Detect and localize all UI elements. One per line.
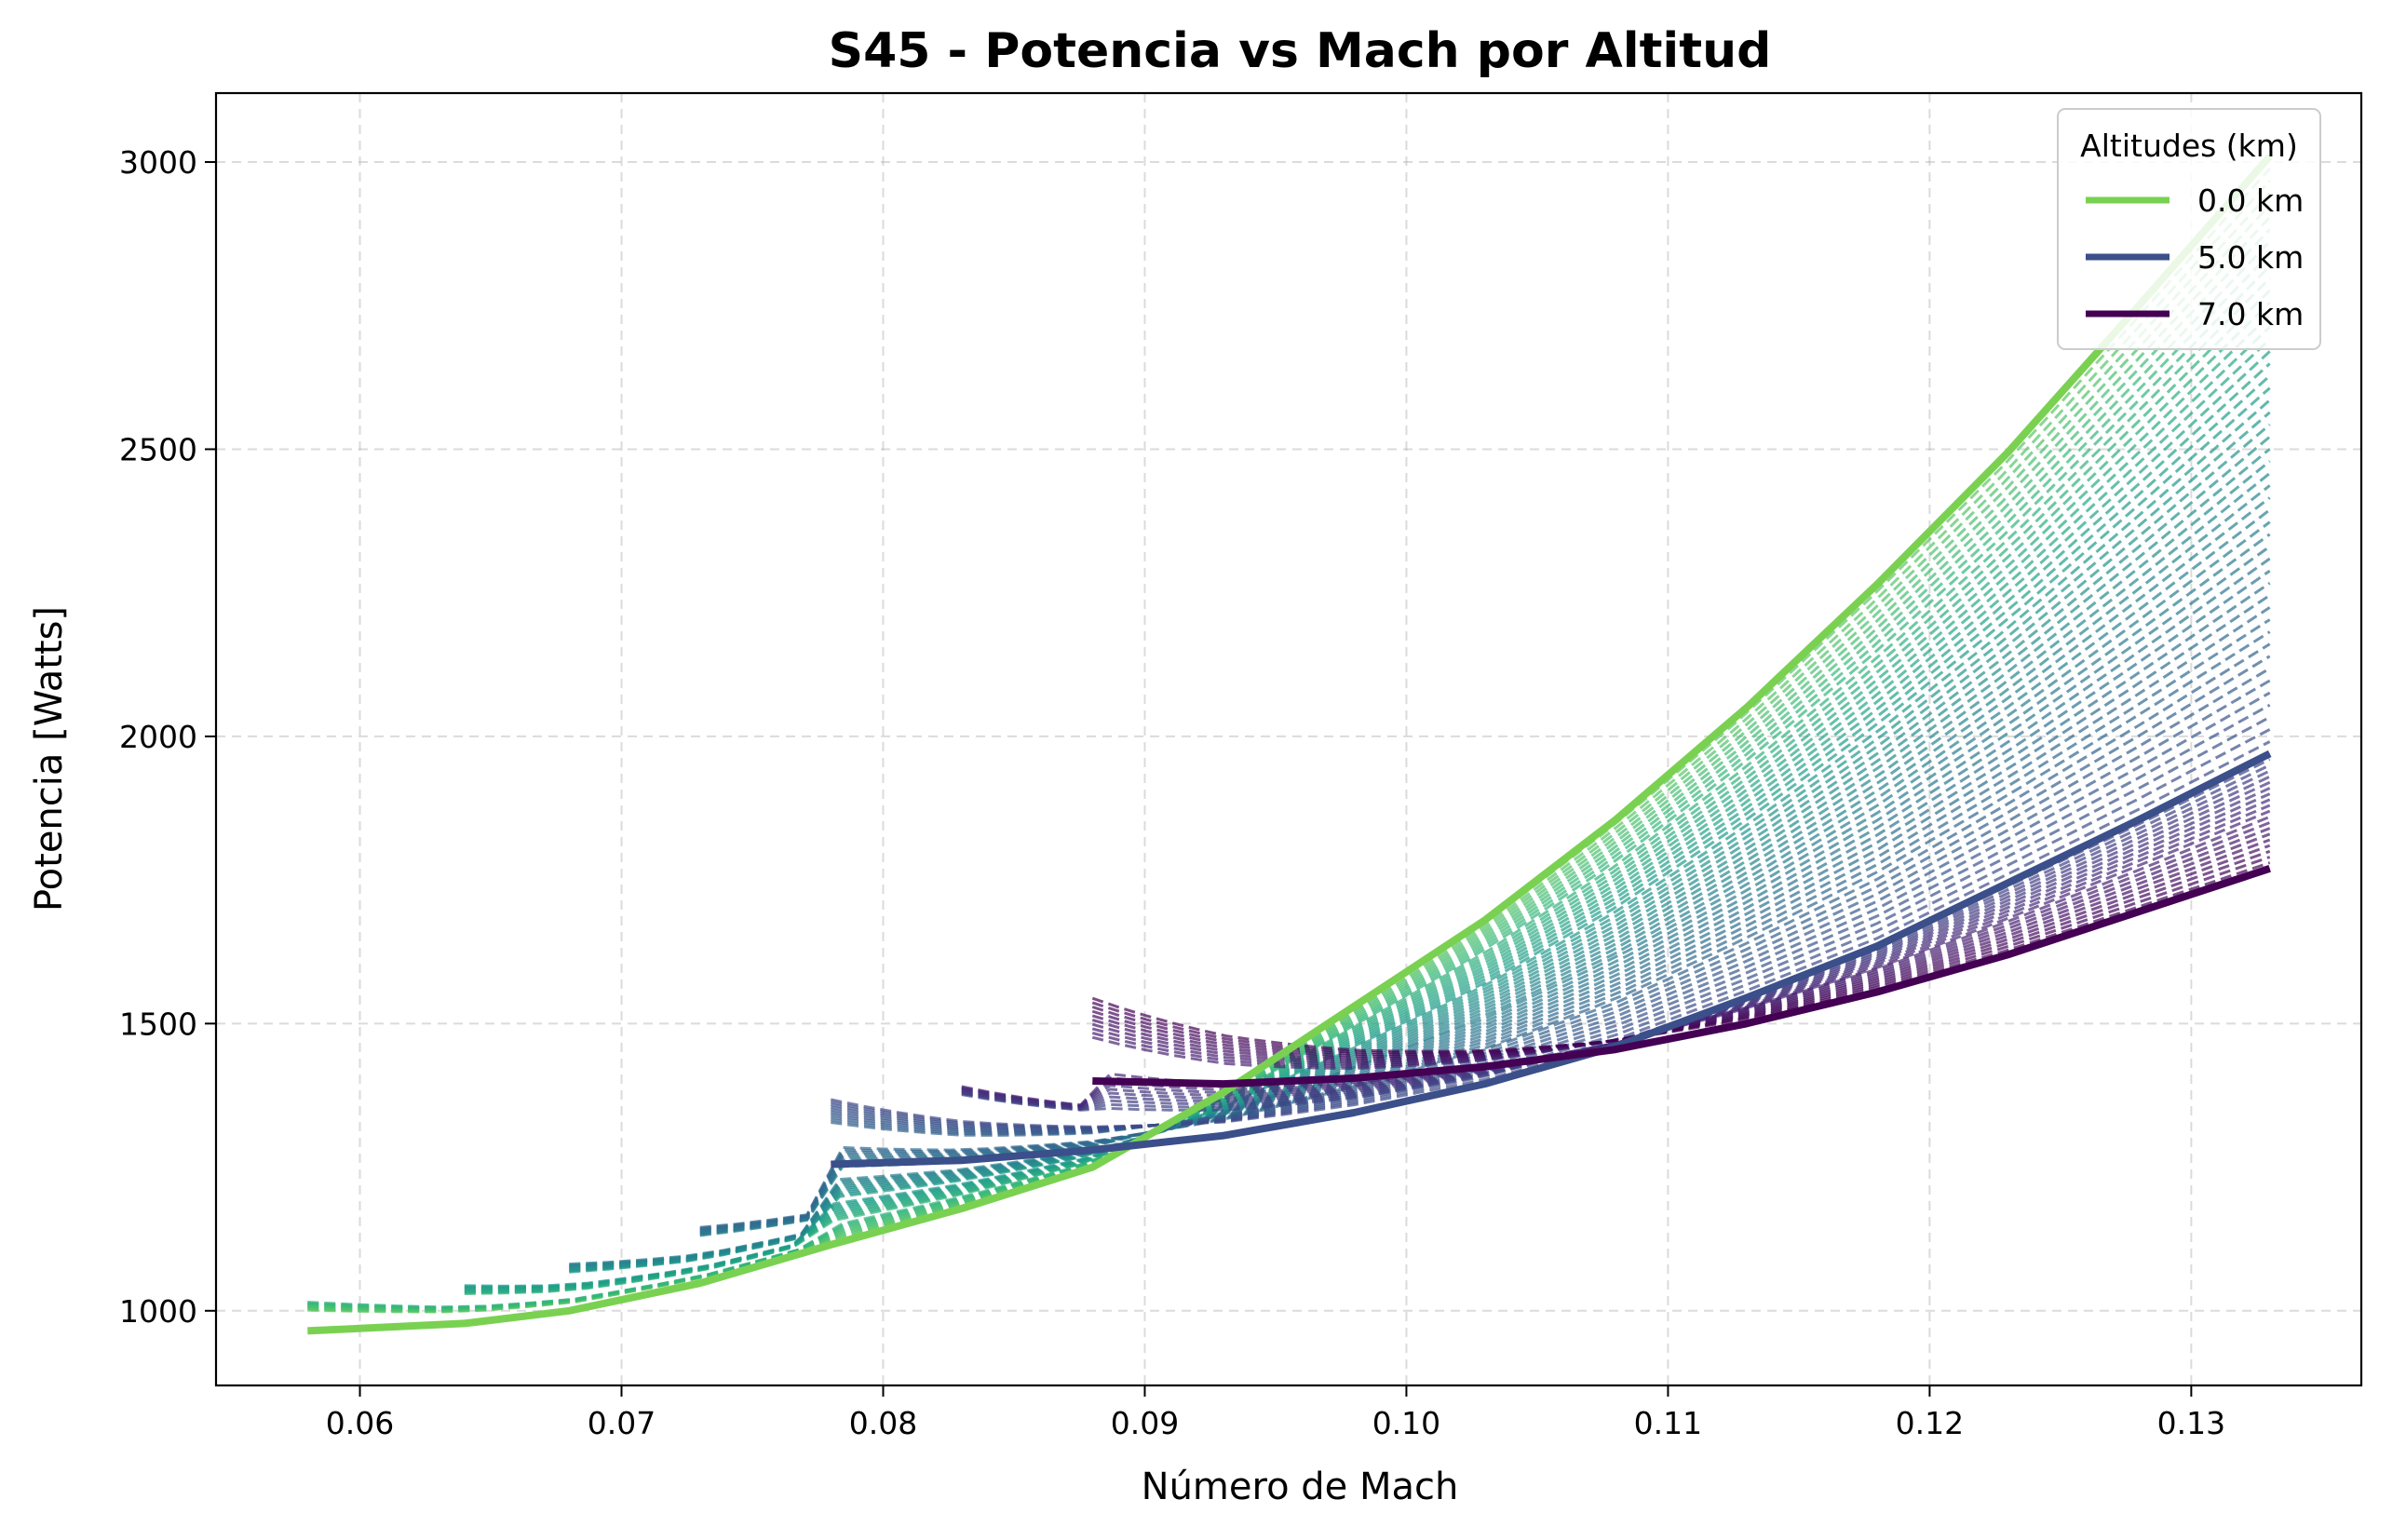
legend-title: Altitudes (km) [2080,128,2298,164]
altitude-dashed-line [464,386,2271,1288]
x-tick-label: 0.12 [1896,1405,1964,1441]
y-tick-label: 1000 [119,1293,197,1330]
y-tick-label: 2000 [119,719,197,755]
legend-box [2057,108,2321,350]
altitude-series-lines [307,154,2273,1335]
altitude-dashed-line [961,798,2271,1108]
series-line-5km [831,750,2272,1169]
altitude-dashed-line [307,264,2271,1309]
plot-frame [214,91,2363,1387]
x-axis-label: Número de Mach [1142,1466,1459,1508]
altitude-dashed-line [699,581,2271,1233]
altitude-dashed-line [1091,867,2271,1053]
series-line-7km [1092,865,2271,1088]
altitude-dashed-line [569,399,2271,1274]
altitude-dashed-line [569,460,2271,1269]
x-tick-label: 0.11 [1634,1405,1702,1441]
y-tick-label: 1500 [119,1006,197,1042]
legend-label-5km: 5.0 km [2197,239,2304,276]
altitude-dashed-line [699,630,2271,1229]
altitude-dashed-line [569,411,2271,1273]
altitude-dashed-line [699,569,2271,1234]
y-tick-label: 3000 [119,144,197,181]
x-tick-label: 0.06 [326,1405,394,1441]
y-axis-ticks: 1000 1500 2000 2500 3000 [119,144,216,1330]
legend-label-0km: 0.0 km [2197,182,2304,219]
legend: Altitudes (km) 0.0 km 5.0 km 7.0 km [2057,108,2321,350]
altitude-dashed-line [569,472,2271,1268]
y-axis-label: Potencia [Watts] [28,606,71,912]
x-tick-label: 0.13 [2157,1405,2225,1441]
altitude-dashed-line [569,448,2271,1270]
x-tick-label: 0.07 [588,1405,656,1441]
altitude-dashed-line [569,484,2271,1267]
x-tick-label: 0.09 [1111,1405,1179,1441]
altitude-dashed-line [699,594,2271,1232]
y-tick-label: 2500 [119,431,197,467]
chart-title: S45 - Potencia vs Mach por Altitud [829,23,1772,79]
altitude-dashed-line [569,423,2271,1272]
altitude-dashed-line [961,792,2271,1109]
legend-label-7km: 7.0 km [2197,296,2304,332]
series-line-0km [307,154,2273,1335]
x-tick-label: 0.10 [1372,1405,1440,1441]
x-axis-ticks: 0.06 0.07 0.08 0.09 0.10 0.11 0.12 0.13 [326,1385,2225,1441]
altitude-dashed-line [569,435,2271,1271]
altitude-dashed-line [961,804,2271,1107]
x-tick-label: 0.08 [849,1405,917,1441]
